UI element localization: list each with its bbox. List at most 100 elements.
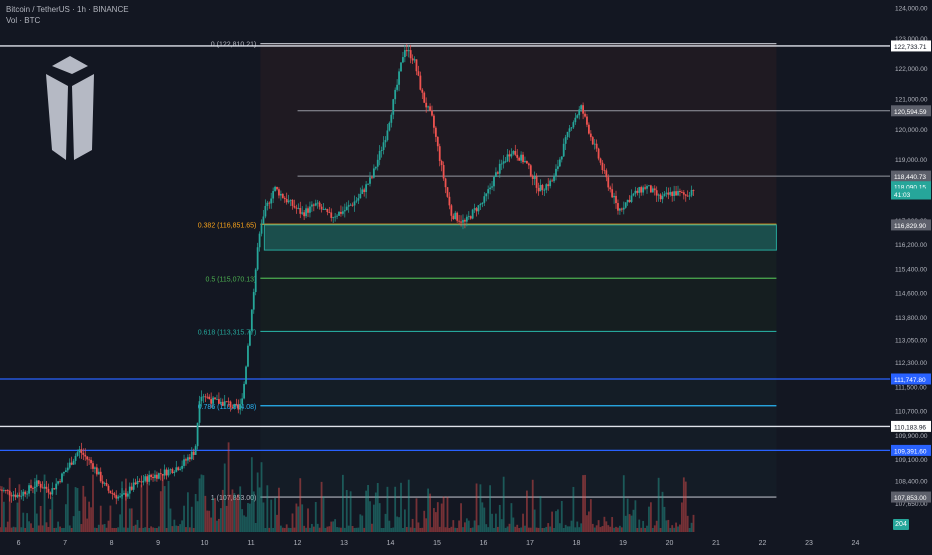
volume-bar	[469, 527, 472, 532]
volume-bar	[684, 481, 687, 532]
volume-bar	[382, 527, 385, 532]
candle-body	[638, 187, 641, 193]
y-tick-label: 113,800.00	[895, 315, 927, 322]
candle-body	[572, 122, 575, 128]
candle-body	[254, 269, 257, 293]
candle-body	[663, 193, 666, 196]
candle-body	[456, 212, 459, 221]
candle-body	[558, 159, 561, 167]
volume-bar	[433, 508, 435, 532]
x-tick-label: 18	[573, 540, 581, 547]
volume-bar	[105, 527, 108, 532]
volume-bar	[628, 514, 631, 532]
candle-body	[341, 211, 344, 214]
candle-body	[14, 494, 17, 498]
candle-body	[76, 452, 79, 456]
candle-body	[622, 207, 625, 210]
candle-body	[185, 459, 187, 461]
price-badge-label: 120,594.59	[894, 109, 927, 116]
volume-bar	[365, 490, 368, 532]
volume-bar	[318, 527, 321, 532]
candle-body	[400, 62, 402, 72]
candle-body	[471, 209, 474, 219]
candle-body	[568, 128, 571, 132]
volume-bar	[47, 526, 50, 532]
candle-body	[281, 193, 284, 198]
candle-body	[628, 199, 631, 202]
volume-bar	[113, 527, 116, 532]
volume-bar	[553, 527, 555, 532]
candle-body	[411, 58, 414, 61]
volume-bar	[219, 508, 222, 532]
volume-bar	[378, 503, 381, 532]
volume-bar	[188, 527, 191, 532]
candle-body	[219, 401, 222, 404]
candle-body	[421, 89, 424, 93]
volume-bar	[66, 483, 69, 532]
fib-label: 0 (122,810.21)	[211, 42, 257, 49]
volume-bar	[6, 521, 9, 532]
candle-body	[248, 330, 251, 346]
candle-body	[371, 177, 373, 179]
volume-bar	[624, 515, 627, 532]
volume-bar	[1, 490, 3, 532]
volume-bar	[316, 523, 319, 532]
candle-body	[661, 195, 664, 200]
volume-bar	[407, 479, 410, 532]
volume-bar	[252, 491, 255, 532]
volume-bar	[347, 525, 350, 532]
candle-body	[500, 163, 503, 165]
volume-bar	[2, 501, 5, 532]
y-tick-label: 120,000.00	[895, 127, 928, 134]
volume-bar	[341, 474, 344, 532]
candle-body	[188, 457, 191, 460]
volume-bar	[436, 502, 439, 532]
price-badge	[891, 491, 931, 503]
volume-bar	[132, 525, 135, 532]
volume-bar	[237, 494, 240, 532]
volume-bar	[274, 498, 276, 532]
volume-bar	[460, 503, 462, 532]
candle-body	[105, 482, 108, 486]
candle-body	[446, 187, 449, 197]
candle-body	[28, 485, 30, 494]
candle-body	[190, 451, 193, 460]
candle-body	[181, 465, 183, 469]
volume-bar	[615, 526, 617, 532]
candle-body	[115, 495, 118, 499]
candle-body	[522, 154, 524, 163]
candle-body	[8, 490, 11, 496]
candle-body	[88, 459, 91, 461]
candle-body	[243, 383, 245, 399]
volume-bar	[529, 527, 532, 532]
candle-body	[684, 194, 687, 196]
candle-body	[425, 102, 428, 108]
candle-body	[458, 220, 461, 222]
candle-body	[272, 191, 275, 199]
candle-body	[349, 204, 352, 206]
volume-bar	[295, 503, 298, 532]
volume-bar	[338, 527, 340, 532]
volume-bar	[680, 502, 683, 532]
volume-bar	[260, 462, 263, 532]
volume-bar	[22, 512, 25, 532]
volume-bar	[572, 486, 575, 532]
volume-bar	[398, 517, 400, 532]
candle-body	[653, 188, 656, 191]
volume-bar	[157, 526, 160, 532]
volume-bar	[634, 500, 637, 532]
volume-bar	[415, 498, 418, 532]
volume-bar	[638, 519, 641, 532]
candle-body	[41, 487, 44, 489]
volume-bar	[578, 527, 581, 532]
candle-body	[258, 233, 261, 248]
candle-body	[200, 396, 203, 402]
candle-body	[555, 168, 557, 177]
volume-bar	[620, 527, 623, 532]
candle-body	[148, 474, 151, 482]
volume-bar	[591, 523, 594, 532]
volume-bar	[125, 478, 127, 532]
candle-body	[491, 186, 493, 188]
